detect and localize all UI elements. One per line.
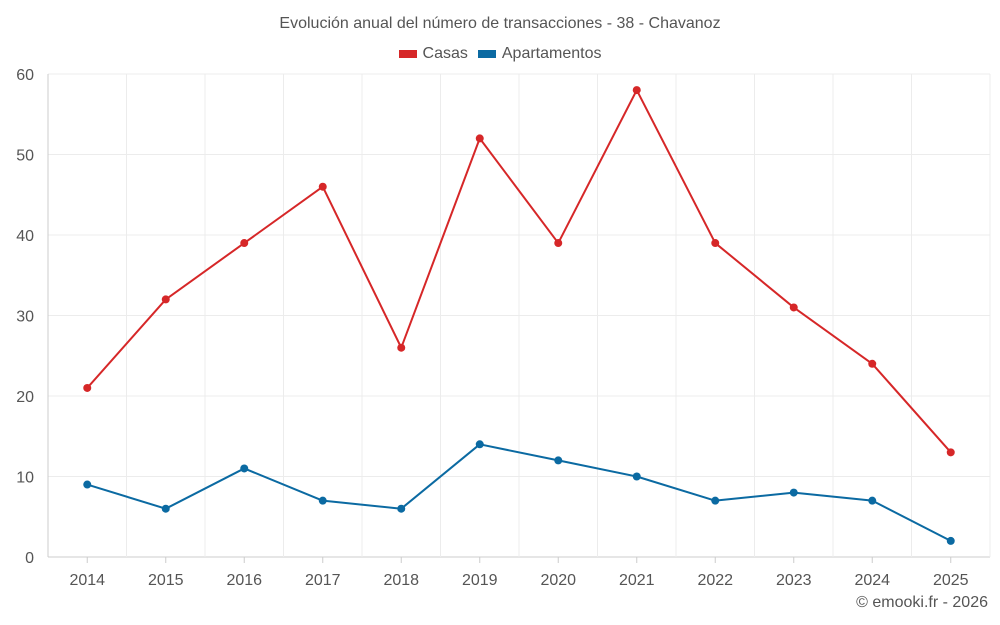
data-point-casas[interactable] <box>868 359 877 368</box>
data-point-apartamentos[interactable] <box>240 464 249 473</box>
x-tick-label: 2019 <box>462 572 498 589</box>
data-point-casas[interactable] <box>83 383 92 392</box>
copyright-credit: © emooki.fr - 2026 <box>856 594 988 611</box>
x-tick-label: 2017 <box>305 572 341 589</box>
data-point-casas[interactable] <box>554 239 563 248</box>
legend-item-casas[interactable]: Casas <box>398 45 468 63</box>
data-point-casas[interactable] <box>475 134 484 143</box>
data-point-casas[interactable] <box>161 295 170 304</box>
legend-label-casas: Casas <box>422 45 468 62</box>
y-tick-label: 10 <box>16 470 34 487</box>
data-point-casas[interactable] <box>946 448 955 457</box>
series-line-apartamentos <box>86 443 952 542</box>
data-point-casas[interactable] <box>711 239 720 248</box>
data-point-apartamentos[interactable] <box>161 504 170 513</box>
y-tick-label: 30 <box>16 309 34 326</box>
data-point-apartamentos[interactable] <box>397 504 406 513</box>
legend-swatch-casas <box>398 50 417 58</box>
data-point-casas[interactable] <box>240 239 249 248</box>
x-tick-label: 2023 <box>776 572 812 589</box>
y-tick-label: 20 <box>16 389 34 406</box>
data-point-apartamentos[interactable] <box>554 456 563 465</box>
legend-swatch-apartamentos <box>477 50 496 58</box>
data-point-casas[interactable] <box>318 182 327 191</box>
legend-item-apartamentos[interactable]: Apartamentos <box>477 45 602 63</box>
data-point-apartamentos[interactable] <box>711 496 720 505</box>
series-line-casas <box>86 89 952 454</box>
x-tick-label: 2015 <box>148 572 184 589</box>
x-tick-label: 2018 <box>383 572 419 589</box>
data-point-apartamentos[interactable] <box>789 488 798 497</box>
x-tick-label: 2016 <box>226 572 262 589</box>
x-tick-label: 2021 <box>619 572 655 589</box>
data-point-casas[interactable] <box>632 86 641 95</box>
data-point-apartamentos[interactable] <box>318 496 327 505</box>
data-point-apartamentos[interactable] <box>83 480 92 489</box>
chart-title: Evolución anual del número de transaccio… <box>279 15 721 32</box>
data-point-casas[interactable] <box>397 343 406 352</box>
y-tick-label: 60 <box>16 67 34 84</box>
x-tick-label: 2024 <box>854 572 890 589</box>
x-tick-label: 2022 <box>697 572 733 589</box>
x-tick-label: 2025 <box>933 572 969 589</box>
data-point-casas[interactable] <box>789 303 798 312</box>
y-tick-label: 50 <box>16 148 34 165</box>
x-tick-label: 2014 <box>69 572 105 589</box>
legend: Casas Apartamentos <box>0 45 1000 63</box>
y-tick-label: 40 <box>16 228 34 245</box>
data-point-apartamentos[interactable] <box>632 472 641 481</box>
data-point-apartamentos[interactable] <box>946 536 955 545</box>
y-tick-label: 0 <box>25 550 34 567</box>
x-tick-label: 2020 <box>540 572 576 589</box>
data-point-apartamentos[interactable] <box>868 496 877 505</box>
data-point-apartamentos[interactable] <box>475 440 484 449</box>
legend-label-apartamentos: Apartamentos <box>501 45 602 62</box>
